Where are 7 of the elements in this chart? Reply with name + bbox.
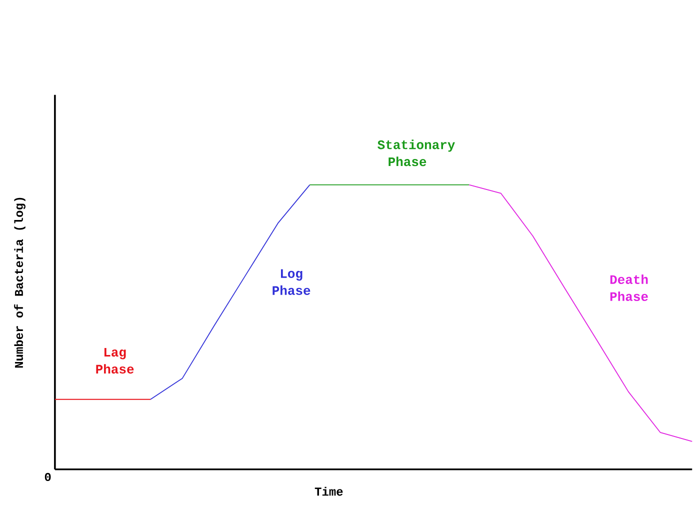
annotation: Lag Phase bbox=[96, 348, 134, 374]
text: Stationary Phase bbox=[378, 140, 455, 166]
x-axis-title: Time bbox=[314, 486, 343, 496]
text: 0 bbox=[44, 472, 51, 481]
y-axis-title: Number of Bacteria (log) bbox=[14, 198, 26, 368]
annotation: Log Phase bbox=[272, 269, 310, 295]
annotation: Death Phase bbox=[610, 274, 648, 301]
